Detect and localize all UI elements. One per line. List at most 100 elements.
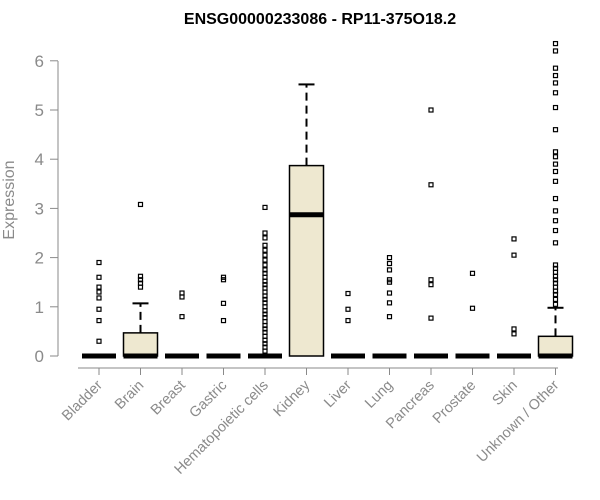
outlier-point [96,259,102,266]
x-tick-label: Liver [321,377,355,411]
outlier-point [262,257,268,263]
outlier-point [511,326,517,332]
y-tick-label: 4 [35,150,44,169]
outlier-point [386,267,393,273]
outlier-point [428,182,434,188]
outlier-point [552,80,559,86]
outlier-point [262,267,268,273]
outlier-point [96,274,102,280]
outlier-point [179,290,185,296]
outlier-point [262,235,268,241]
outlier-point [96,338,102,344]
outlier-point [96,306,102,312]
outlier-point [345,306,351,312]
outlier-point [552,178,559,184]
outlier-point [511,331,517,337]
outlier-point [552,240,559,246]
outlier-point [220,274,227,280]
box-group [537,40,574,359]
x-tick-label: Brain [112,378,147,413]
outlier-point [552,127,559,133]
box-group [414,107,448,359]
y-tick-label: 5 [35,101,44,120]
outlier-point [262,252,268,258]
outlier-point [386,277,393,283]
outlier-point [96,284,102,290]
outlier-point [552,72,559,79]
outlier-point [469,270,476,276]
box-group [372,255,407,359]
y-tick-label: 0 [35,347,44,366]
box-iqr [288,164,325,357]
outlier-point [262,262,268,268]
outlier-point [345,290,351,297]
box-group [82,259,116,359]
outlier-point [552,296,559,303]
box-group [206,274,241,359]
outlier-point [262,242,268,248]
x-tick-label: Kidney [271,377,314,420]
outlier-point [96,289,102,295]
box-group [122,201,159,359]
y-tick-label: 2 [35,249,44,268]
outlier-point [386,290,393,296]
outlier-point [96,295,102,301]
outlier-point [262,230,268,236]
outlier-point [552,154,559,160]
outlier-point [552,301,559,307]
y-tick-label: 6 [35,52,44,71]
outlier-point [262,247,268,253]
x-tick-label: Bladder [59,377,106,424]
outlier-point [552,65,559,71]
outlier-point [345,317,351,324]
box-iqr [537,335,574,357]
outlier-point [386,260,393,267]
x-tick-label: Breast [148,378,189,419]
y-axis-label: Expression [1,160,18,239]
y-tick-label: 3 [35,199,44,218]
outlier-point [552,168,559,175]
x-tick-label: Prostate [430,378,479,427]
outlier-point [552,262,559,268]
box-group [248,204,282,359]
outlier-point [552,90,559,96]
y-ticks: 0 1 2 3 4 5 6 [35,52,58,366]
x-tick-label: Lung [362,378,396,412]
outlier-point [179,314,185,320]
outlier-point [552,149,559,155]
box-group [455,270,490,359]
outlier-point [137,201,144,208]
x-tick-label: Skin [490,378,521,409]
chart-title: ENSG00000233086 - RP11-375O18.2 [184,11,456,28]
box-group [331,290,365,359]
box-group [497,236,531,359]
box-group [165,290,199,359]
box-iqr [122,332,159,357]
outlier-point [428,315,434,321]
outlier-point [428,282,434,288]
outlier-point [137,273,144,279]
outlier-point [552,218,559,224]
box-group [288,83,325,357]
outlier-point [386,314,393,320]
outlier-point [552,195,559,202]
boxes [82,40,574,359]
outlier-point [552,208,559,214]
outlier-point [220,300,227,306]
outlier-point [262,204,268,211]
outlier-point [469,305,476,311]
outlier-point [428,277,434,283]
outlier-point [386,300,393,306]
outlier-point [96,317,102,324]
outlier-point [386,255,393,261]
outlier-point [552,104,559,111]
outlier-point [552,227,559,234]
outlier-point [552,48,559,54]
y-tick-label: 1 [35,298,44,317]
outlier-point [511,252,517,258]
outlier-point [511,236,517,242]
outlier-point [220,317,227,324]
outlier-point [552,40,559,47]
